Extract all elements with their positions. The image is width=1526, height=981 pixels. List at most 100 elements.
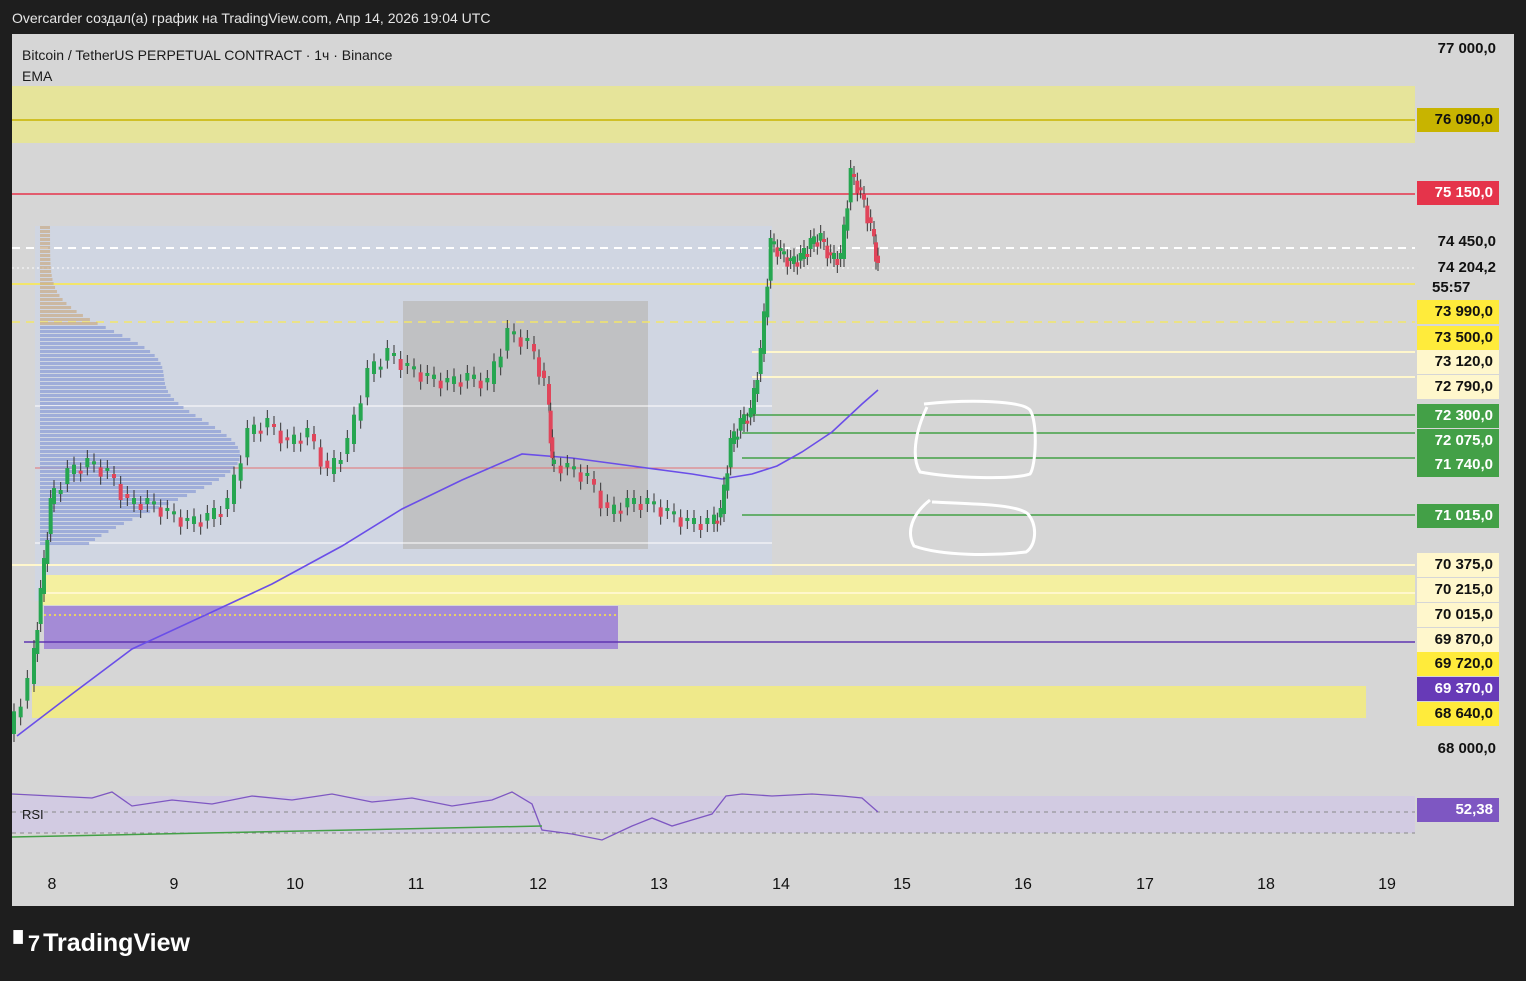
candle-body [772, 241, 776, 245]
volume-profile-bar [40, 258, 51, 261]
candle-body [792, 256, 796, 264]
candle-body [165, 508, 170, 511]
candle-body [874, 242, 878, 262]
candle-body [225, 498, 230, 509]
volume-profile-bar [40, 398, 175, 401]
volume-profile-bar [40, 350, 151, 353]
volume-profile-bar [40, 322, 98, 325]
volume-profile-bar [40, 362, 161, 365]
volume-profile-bar [40, 494, 188, 497]
volume-profile-bar [40, 370, 164, 373]
candle-body [547, 384, 551, 405]
volume-profile-bar [40, 534, 102, 537]
candle-body [755, 380, 760, 394]
candle-body [672, 511, 676, 515]
volume-profile-bar [40, 318, 90, 321]
price-badge: 73 990,0 [1417, 300, 1499, 324]
price-badge: 69 720,0 [1417, 652, 1499, 676]
volume-profile-bar [40, 450, 240, 453]
tradingview-logo[interactable]: ▘7 TradingView [14, 929, 190, 958]
volume-profile-bar [40, 422, 209, 425]
volume-profile-bar [40, 346, 145, 349]
candle-body [876, 255, 880, 263]
candle-body [775, 247, 780, 257]
candle-body [598, 490, 603, 509]
volume-profile-bar [40, 426, 216, 429]
chart-pane[interactable]: Bitcoin / TetherUS PERPETUAL CONTRACT · … [12, 34, 1514, 906]
candle-body [45, 540, 50, 564]
candle-body [758, 348, 763, 374]
volume-profile-bar [40, 342, 138, 345]
candle-body [145, 498, 150, 504]
price-badge: 69 870,0 [1417, 628, 1499, 652]
volume-profile-bar [40, 490, 196, 493]
volume-profile-bar [40, 358, 159, 361]
symbol-title[interactable]: Bitcoin / TetherUS PERPETUAL CONTRACT · … [22, 47, 393, 63]
chart-drawing-layer[interactable] [12, 34, 1514, 906]
candle-body [805, 254, 810, 257]
candle-body [738, 418, 743, 431]
time-axis-label: 19 [1378, 876, 1396, 893]
candle-body [332, 458, 336, 474]
candle-body [532, 344, 536, 352]
candle-body [232, 474, 236, 504]
volume-profile-bar [40, 394, 171, 397]
candle-body [458, 382, 463, 387]
time-axis-label: 15 [893, 876, 911, 893]
volume-profile-bar [40, 266, 51, 269]
price-badge: 70 015,0 [1417, 603, 1499, 627]
volume-profile-bar [40, 510, 151, 513]
candle-body [715, 520, 720, 524]
candle-body [358, 403, 363, 421]
candle-body [198, 522, 203, 527]
candle-body [118, 484, 123, 500]
candle-body [802, 248, 806, 259]
candle-body [265, 418, 270, 428]
indicator-ema-label[interactable]: EMA [22, 68, 53, 84]
candle-body [548, 410, 553, 444]
volume-profile-bar [40, 514, 142, 517]
candle-body [525, 338, 530, 341]
candle-body [42, 558, 46, 594]
candle-body [762, 311, 766, 354]
candle-body [848, 168, 853, 203]
candle-body [65, 468, 70, 484]
volume-profile-bar [40, 282, 54, 285]
candle-body [272, 424, 276, 427]
price-badge: 71 015,0 [1417, 504, 1499, 528]
volume-profile-bar [40, 506, 160, 509]
resistance-zone-top [12, 86, 1415, 143]
candle-body [72, 464, 76, 474]
time-axis-label: 18 [1257, 876, 1275, 893]
candle-body [742, 414, 746, 424]
rsi-line [12, 791, 879, 841]
candle-body [550, 437, 555, 458]
candle-body [658, 507, 663, 517]
candle-body [832, 253, 836, 259]
candle-body [788, 258, 793, 261]
candle-body [518, 337, 523, 347]
candle-body [782, 251, 786, 255]
volume-profile-bar [40, 226, 51, 229]
chart-legend: Bitcoin / TetherUS PERPETUAL CONTRACT · … [22, 45, 392, 87]
volume-profile-bar [40, 306, 72, 309]
volume-profile-bar [40, 474, 226, 477]
candle-body [132, 498, 136, 504]
candle-body [412, 366, 416, 370]
candle-body [858, 187, 863, 191]
candle-body [105, 468, 110, 471]
candle-body [405, 363, 410, 366]
candle-body [25, 678, 30, 701]
volume-profile-bar [40, 390, 168, 393]
candle-body [445, 378, 450, 383]
rsi-label[interactable]: RSI [22, 807, 44, 822]
candle-body [485, 378, 490, 383]
candle-body [112, 474, 116, 478]
price-scale-bottom: 68 000,0 [1437, 740, 1496, 757]
price-badge: 72 300,0 [1417, 404, 1499, 428]
volume-profile-bar [40, 270, 52, 273]
candle-body [85, 458, 90, 468]
volume-profile-bar [40, 334, 123, 337]
volume-profile-bar [40, 418, 203, 421]
candle-body [565, 463, 570, 468]
